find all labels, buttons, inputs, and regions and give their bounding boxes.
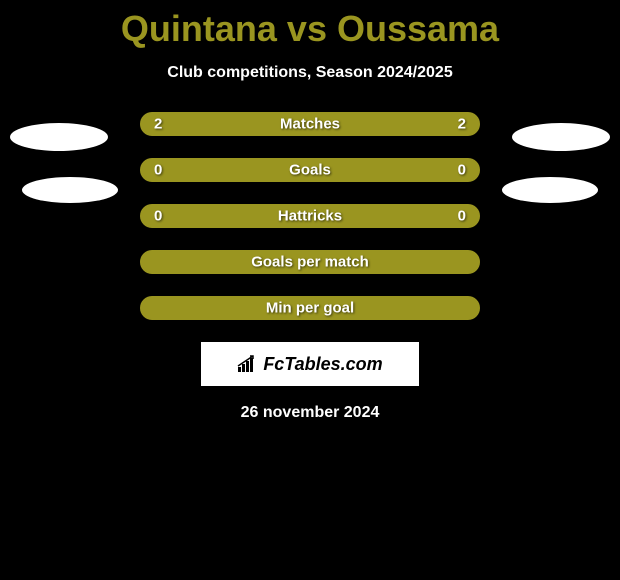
stat-row-goals: 0 Goals 0	[0, 158, 620, 182]
footer-date: 26 november 2024	[0, 404, 620, 422]
page-subtitle: Club competitions, Season 2024/2025	[0, 64, 620, 82]
stat-bar: Min per goal	[140, 296, 480, 320]
stat-row-min-per-goal: Min per goal	[0, 296, 620, 320]
logo-text: FcTables.com	[263, 354, 382, 375]
stat-row-matches: 2 Matches 2	[0, 112, 620, 136]
stat-bar: 2 Matches 2	[140, 112, 480, 136]
stat-label: Goals	[289, 162, 331, 179]
stat-bar: 0 Goals 0	[140, 158, 480, 182]
stat-bar: Goals per match	[140, 250, 480, 274]
logo-box: FcTables.com	[201, 342, 419, 386]
bar-chart-icon	[237, 355, 259, 373]
stats-rows: 2 Matches 2 0 Goals 0 0 Hattricks 0 Goal…	[0, 112, 620, 320]
stat-label: Hattricks	[278, 208, 342, 225]
stat-label: Goals per match	[251, 254, 369, 271]
stat-label: Matches	[280, 116, 340, 133]
stat-value-left: 2	[154, 116, 162, 133]
page-title: Quintana vs Oussama	[0, 0, 620, 50]
stat-value-right: 0	[458, 208, 466, 225]
logo: FcTables.com	[237, 354, 382, 375]
stat-value-left: 0	[154, 162, 162, 179]
stat-value-right: 0	[458, 162, 466, 179]
stat-row-goals-per-match: Goals per match	[0, 250, 620, 274]
stat-value-right: 2	[458, 116, 466, 133]
stat-label: Min per goal	[266, 300, 354, 317]
stat-row-hattricks: 0 Hattricks 0	[0, 204, 620, 228]
stat-value-left: 0	[154, 208, 162, 225]
stat-bar: 0 Hattricks 0	[140, 204, 480, 228]
